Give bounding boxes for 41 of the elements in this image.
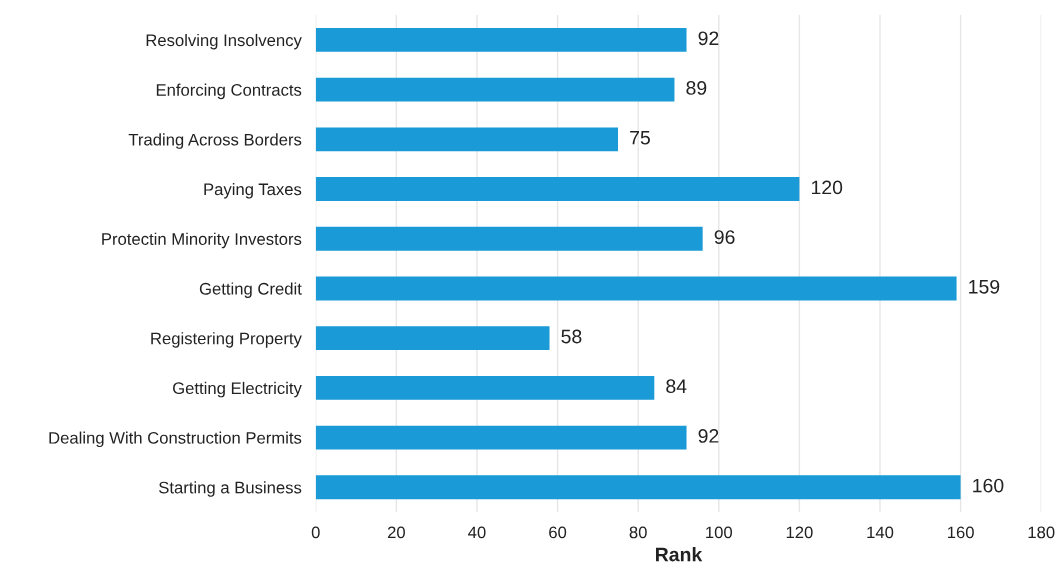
data-label: 58 [561,329,582,344]
bar [315,425,687,450]
x-tick-label: 60 [549,526,567,539]
data-label: 159 [969,279,1000,294]
bar [315,28,687,52]
y-tick-label: Trading Across Borders [128,133,302,149]
y-tick-label: Getting Credit [199,282,302,298]
x-tick-label: 120 [786,526,813,539]
y-tick-label: Resolving Insolvency [146,33,302,50]
x-tick-label: 100 [706,526,733,539]
y-tick-label: Getting Electricity [173,381,302,398]
bar [315,177,800,201]
y-tick-label: Dealing With Construction Permits [49,431,302,448]
data-label: 120 [811,180,843,195]
data-label: 96 [714,230,735,244]
data-label: 84 [666,379,687,394]
bar [315,276,957,301]
x-tick-label: 40 [468,526,486,539]
y-tick-label: Enforcing Contracts [156,83,302,100]
bar [315,226,703,251]
y-tick-label: Protectin Minority Investors [102,232,302,249]
data-label: 92 [698,429,719,443]
x-tick-label: 80 [629,526,647,539]
bar [315,127,619,152]
data-label: 92 [698,31,719,46]
x-tick-label: 0 [311,526,320,539]
data-label: 75 [630,131,650,145]
x-axis-title: Rank [656,547,703,562]
bar [315,475,961,500]
x-tick-label: 180 [1028,526,1055,539]
y-tick-label: Registering Property [151,332,302,348]
bar [315,77,675,102]
x-tick-label: 160 [947,526,974,539]
bar [315,375,655,400]
x-tick-label: 20 [387,526,405,539]
x-tick-label: 140 [867,526,894,539]
data-label: 160 [973,478,1004,493]
y-tick-label: Paying Taxes [204,183,302,199]
bar [315,326,550,351]
data-label: 89 [686,81,707,95]
y-tick-label: Starting a Business [159,481,302,497]
